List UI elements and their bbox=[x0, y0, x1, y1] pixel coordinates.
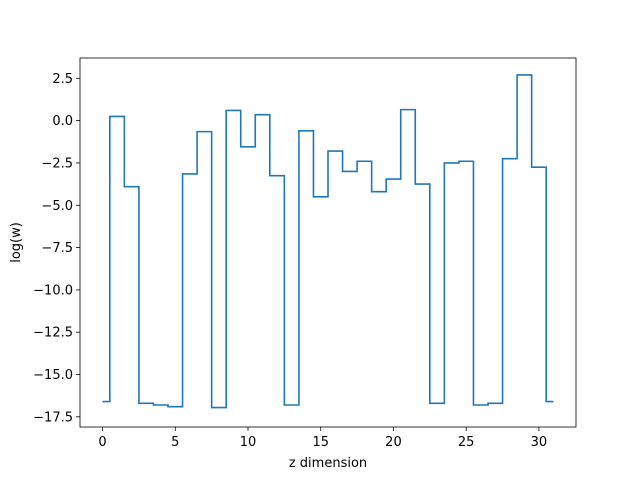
x-tick-label: 5 bbox=[171, 435, 179, 450]
y-tick-label: −12.5 bbox=[33, 326, 73, 341]
y-tick-label: −7.5 bbox=[41, 241, 73, 256]
y-tick-label: −2.5 bbox=[41, 156, 73, 171]
x-tick-label: 10 bbox=[240, 435, 257, 450]
y-tick-label: −15.0 bbox=[33, 368, 73, 383]
x-axis: 0 5 10 15 20 25 30 bbox=[98, 427, 547, 450]
y-tick-label: −10.0 bbox=[33, 283, 73, 298]
y-tick-label: −17.5 bbox=[33, 410, 73, 425]
y-axis-label: log(w) bbox=[9, 222, 24, 263]
x-tick-label: 0 bbox=[98, 435, 106, 450]
y-axis: 2.5 0.0 −2.5 −5.0 −7.5 −10.0 −12.5 −15.0 −17.5 bbox=[33, 72, 80, 425]
x-tick-label: 20 bbox=[385, 435, 402, 450]
y-tick-label: 2.5 bbox=[52, 72, 73, 87]
plot-area bbox=[102, 74, 554, 409]
series-line bbox=[102, 74, 554, 409]
x-tick-label: 25 bbox=[458, 435, 475, 450]
x-tick-label: 30 bbox=[531, 435, 548, 450]
x-tick-label: 15 bbox=[312, 435, 329, 450]
axes-frame bbox=[79, 57, 577, 428]
y-tick-label: 0.0 bbox=[52, 114, 73, 129]
y-tick-label: −5.0 bbox=[41, 199, 73, 214]
x-axis-label: z dimension bbox=[289, 456, 367, 471]
